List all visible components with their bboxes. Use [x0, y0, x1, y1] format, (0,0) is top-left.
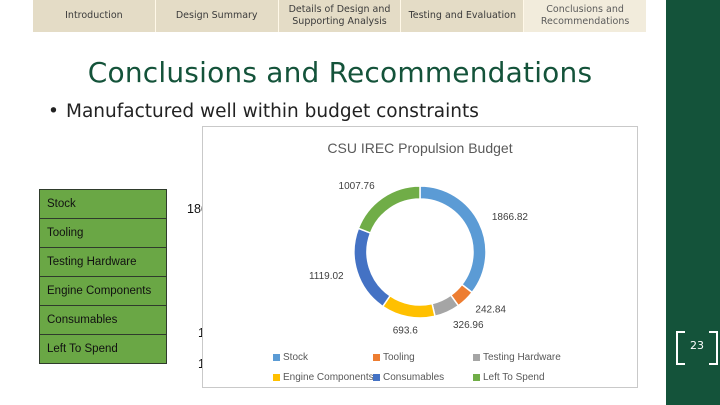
bullet-point: • Manufactured well within budget constra… — [48, 101, 479, 122]
legend-label: Stock — [283, 351, 309, 363]
legend-swatch — [373, 353, 380, 361]
left-bracket-icon — [676, 331, 685, 365]
table-cell-label: Engine Components — [39, 276, 167, 306]
chart-title: CSU IREC Propulsion Budget — [327, 140, 512, 156]
slice-consumables — [353, 227, 392, 308]
legend-item: Consumables — [373, 372, 473, 383]
table-cell-label: Stock — [39, 189, 167, 219]
legend-row: Engine Components Consumables Left To Spen… — [273, 367, 573, 387]
tab-conclusions-and-recommendations[interactable]: Conclusions and Recommendations — [524, 0, 646, 32]
legend-item: Engine Components — [273, 371, 374, 383]
legend-label: Consumables — [383, 371, 445, 383]
table-cell-label: Testing Hardware — [39, 247, 167, 277]
page-number-badge: 23 — [676, 331, 718, 365]
slice-engine-components — [381, 294, 436, 319]
legend-label: Left To Spend — [483, 371, 545, 383]
legend-label: Testing Hardware — [483, 351, 561, 363]
table-row: Consumables — [39, 305, 167, 335]
slice-stock — [419, 185, 487, 294]
legend-item: Testing Hardware — [473, 352, 573, 363]
section-nav: Introduction Design Summary Details of D… — [33, 0, 646, 32]
tab-design-summary[interactable]: Design Summary — [156, 0, 279, 32]
chart-legend: Stock Tooling Testing Hardware Engine Compo… — [273, 347, 573, 387]
data-label: 242.84 — [475, 305, 506, 316]
budget-table: Stock Tooling Testing Hardware Engine Co… — [39, 189, 167, 364]
table-row: Stock — [39, 189, 167, 219]
tab-introduction[interactable]: Introduction — [33, 0, 156, 32]
tab-testing-and-evaluation[interactable]: Testing and Evaluation — [401, 0, 525, 32]
data-label: 1007.76 — [339, 181, 376, 192]
table-cell-label: Tooling — [39, 218, 167, 248]
legend-item: Left To Spend — [473, 372, 573, 383]
tab-details-of-design[interactable]: Details of Design and Supporting Analysi… — [279, 0, 402, 32]
right-bracket-icon — [709, 331, 718, 365]
table-row: Testing Hardware — [39, 247, 167, 277]
legend-swatch — [473, 373, 480, 381]
table-cell-label: Left To Spend — [39, 334, 167, 364]
bullet-text: Manufactured well within budget constrai… — [66, 101, 479, 122]
budget-chart: CSU IREC Propulsion Budget 1866.82 242.84… — [202, 126, 638, 388]
slice-left-to-spend — [357, 185, 421, 234]
legend-swatch — [273, 373, 280, 381]
table-row: Tooling — [39, 218, 167, 248]
legend-swatch — [373, 373, 380, 381]
legend-swatch — [473, 353, 480, 361]
legend-swatch — [273, 353, 280, 361]
bullet-dot-icon: • — [48, 101, 59, 122]
table-cell-label: Consumables — [39, 305, 167, 335]
legend-label: Tooling — [383, 351, 415, 363]
legend-label: Engine Components — [283, 371, 374, 383]
slide-title: Conclusions and Recommendations — [87, 56, 593, 89]
doughnut-chart: CSU IREC Propulsion Budget 1866.82 242.84… — [309, 140, 529, 337]
legend-item: Stock — [273, 352, 373, 363]
data-label: 1119.02 — [309, 271, 344, 282]
page-number: 23 — [690, 339, 704, 352]
data-label: 326.96 — [453, 320, 484, 331]
table-row: Engine Components — [39, 276, 167, 306]
legend-item: Tooling — [373, 352, 473, 363]
legend-row: Stock Tooling Testing Hardware — [273, 347, 573, 367]
right-accent-band — [666, 0, 720, 405]
table-row: Left To Spend — [39, 334, 167, 364]
data-label: 1866.82 — [492, 212, 529, 223]
data-label: 693.6 — [393, 326, 418, 337]
